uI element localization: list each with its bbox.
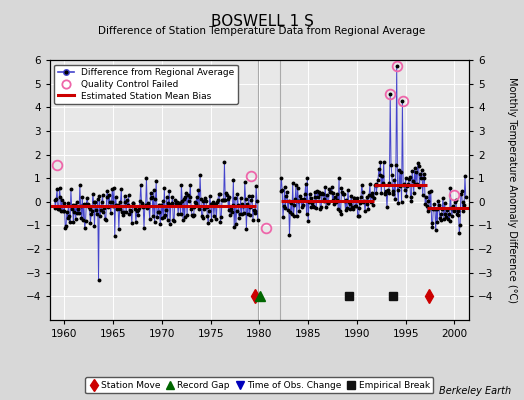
Y-axis label: Monthly Temperature Anomaly Difference (°C): Monthly Temperature Anomaly Difference (… xyxy=(507,77,517,303)
Text: BOSWELL 1 S: BOSWELL 1 S xyxy=(211,14,313,29)
Text: Berkeley Earth: Berkeley Earth xyxy=(439,386,511,396)
Legend: Station Move, Record Gap, Time of Obs. Change, Empirical Break: Station Move, Record Gap, Time of Obs. C… xyxy=(85,377,433,394)
Text: Difference of Station Temperature Data from Regional Average: Difference of Station Temperature Data f… xyxy=(99,26,425,36)
